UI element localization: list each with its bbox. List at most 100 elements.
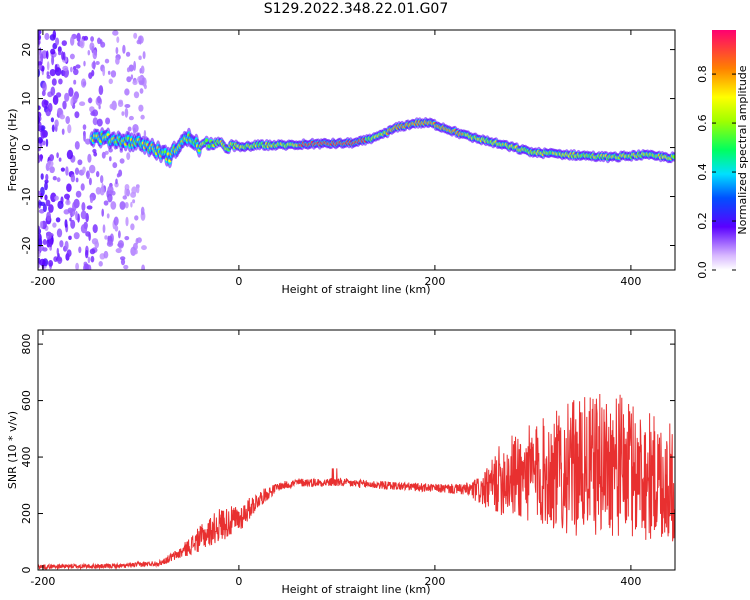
noise-speckle [59,114,65,120]
noise-speckle [38,40,41,45]
noise-speckle [50,86,56,96]
noise-speckle [66,183,72,192]
noise-speckle [39,154,43,162]
noise-speckle [87,153,92,163]
noise-speckle [120,256,126,261]
noise-speckle [61,51,64,60]
noise-speckle [49,69,56,77]
noise-speckle [118,230,121,239]
noise-speckle [89,196,94,203]
noise-speckle [100,175,104,184]
noise-speckle [98,104,101,110]
noise-speckle [136,185,140,194]
noise-speckle [60,167,65,172]
noise-speckle [109,103,114,110]
noise-speckle [38,105,41,111]
spectrogram-marks [38,30,675,270]
noise-speckle [39,258,46,266]
noise-speckle [46,211,51,222]
noise-speckle [90,255,95,263]
noise-speckle [51,55,55,66]
noise-speckle [124,88,130,96]
snr-x-label: Height of straight line (km) [281,583,430,596]
noise-speckle [45,138,49,147]
noise-speckle [61,40,67,46]
noise-speckle [122,195,128,200]
spectrogram-x-label: Height of straight line (km) [281,283,430,296]
noise-speckle [135,238,139,245]
noise-speckle [80,224,88,234]
noise-speckle [107,70,111,75]
noise-speckle [83,60,86,67]
noise-speckle [80,210,87,220]
noise-speckle [81,202,86,212]
noise-speckle [110,201,117,210]
colorbar-tick-label: 0.0 [696,261,709,279]
noise-speckle [94,241,99,249]
noise-speckle [70,174,76,183]
noise-speckle [77,159,83,166]
noise-speckle [104,150,109,155]
snr-frame [37,329,676,571]
noise-speckle [75,262,79,270]
noise-speckle [69,53,75,60]
noise-speckle [54,195,59,201]
noise-speckle [74,111,80,119]
snr-marks [38,393,675,570]
noise-speckle [143,84,147,90]
noise-speckle [85,231,91,237]
noise-speckle [115,57,120,65]
noise-speckle [101,151,106,159]
noise-speckle [102,67,106,77]
noise-speckle [87,97,93,104]
noise-speckle [57,46,62,53]
noise-speckle [138,55,142,61]
noise-speckle [68,87,74,97]
noise-speckle [78,246,82,254]
noise-speckle [128,115,134,121]
noise-speckle [140,114,145,120]
y-tick-label: 600 [20,390,33,411]
noise-speckle [93,151,98,157]
ridge-core [672,155,675,159]
noise-speckle [108,78,114,85]
noise-speckle [133,91,140,99]
noise-speckle [133,60,137,71]
noise-speckle [130,201,133,208]
noise-speckle [88,72,93,79]
y-tick-label: 20 [20,43,33,57]
y-tick-label: -10 [20,188,33,206]
noise-speckle [86,170,90,179]
noise-speckle [114,181,119,188]
noise-speckle [38,47,41,53]
noise-speckle [112,30,119,36]
noise-speckle [119,158,125,164]
noise-speckle [56,152,59,159]
noise-speckle [80,183,85,191]
noise-speckle [62,65,69,72]
noise-speckle [83,35,89,41]
noise-speckle [104,58,110,64]
noise-speckle [41,90,46,97]
noise-speckle [112,162,118,169]
noise-speckle [125,216,129,227]
noise-speckle [134,215,139,221]
noise-speckle [52,222,57,228]
noise-speckle [38,61,43,66]
noise-speckle [92,224,98,234]
noise-speckle [85,249,89,259]
y-tick-label: 800 [20,334,33,355]
noise-speckle [96,118,103,127]
noise-speckle [44,182,48,191]
noise-speckle [141,264,145,270]
noise-speckle [82,124,87,130]
noise-speckle [42,239,47,245]
noise-speckle [48,204,54,213]
noise-speckle [46,231,52,240]
noise-speckle [115,47,119,55]
noise-speckle [133,32,138,39]
noise-speckle [100,41,106,48]
noise-speckle [42,82,47,92]
noise-speckle [58,78,63,85]
colorbar-label: Normalized spectral amplitude [736,65,749,234]
